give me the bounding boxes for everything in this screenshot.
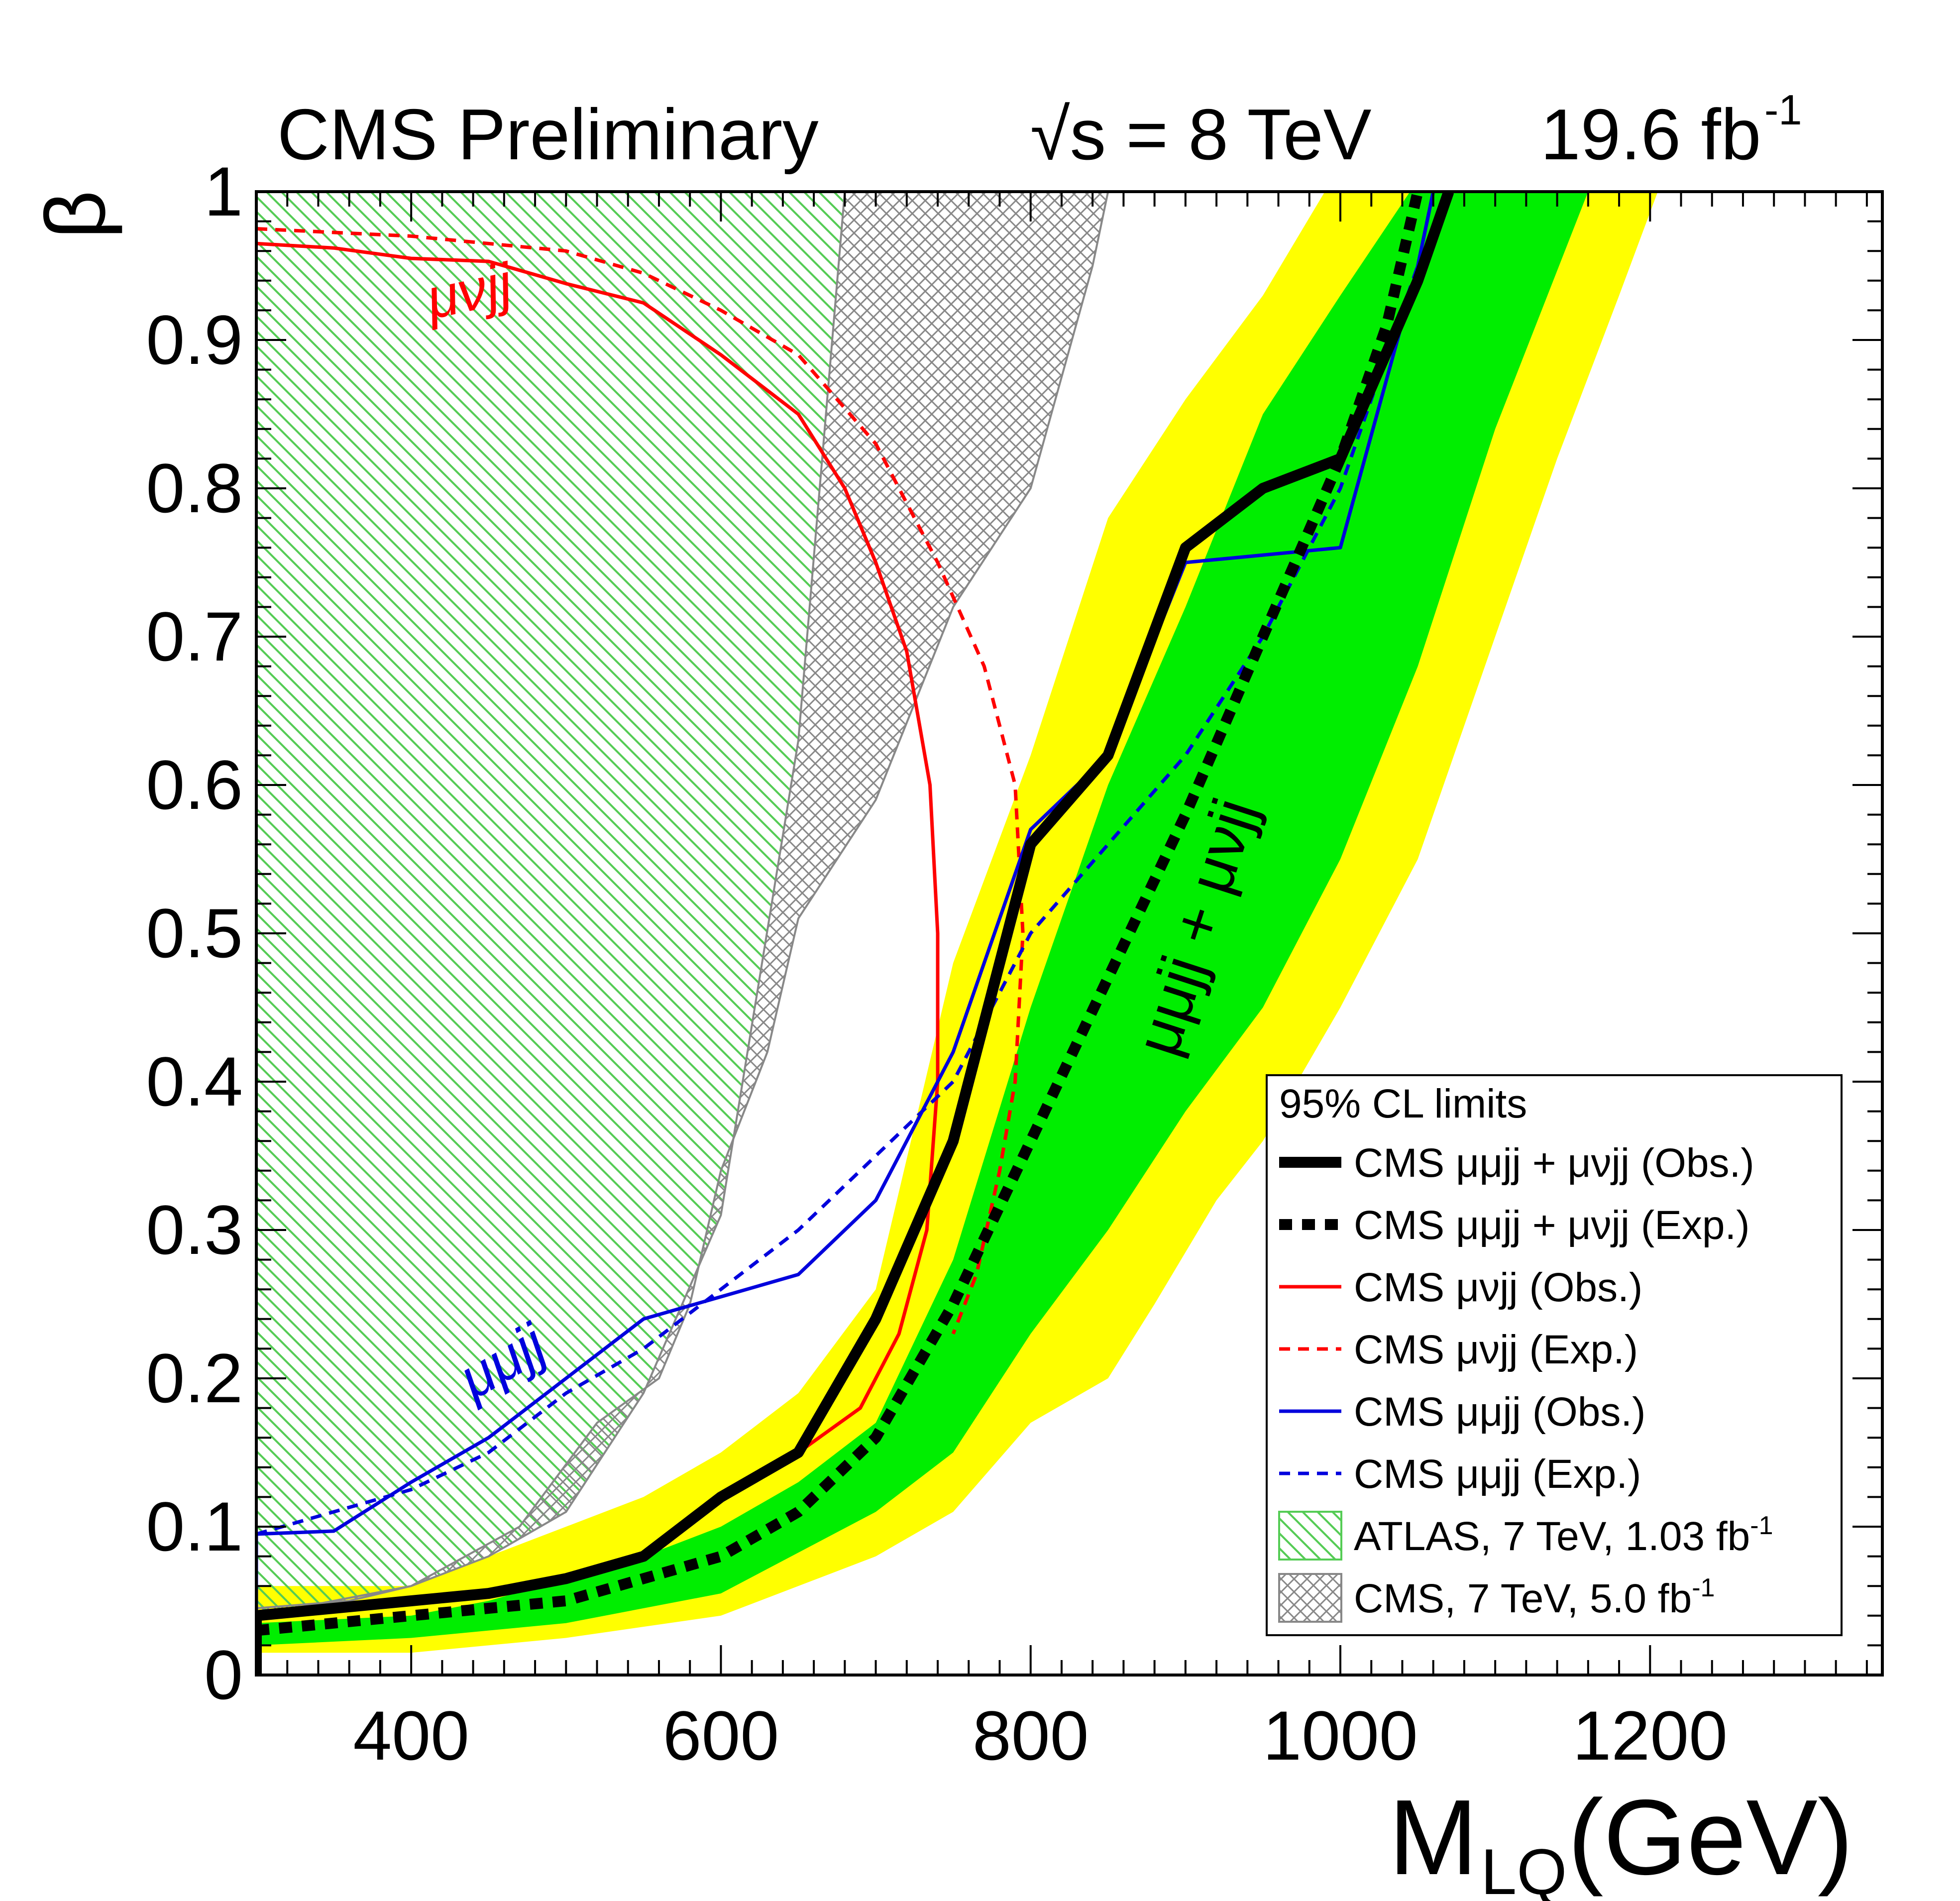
x-axis-title-subscript: LQ <box>1481 1835 1567 1901</box>
legend-label-1: CMS μμjj + μνjj (Exp.) <box>1354 1203 1750 1248</box>
x-axis-title-unit: (GeV) <box>1568 1777 1853 1897</box>
legend-label-4: CMS μμjj (Obs.) <box>1354 1389 1646 1435</box>
x-tick-label: 1200 <box>1573 1696 1728 1775</box>
cms7-excluded-region <box>256 192 1109 1617</box>
series-line-3 <box>256 227 1025 1335</box>
legend-entries: CMS μμjj + μνjj (Obs.) CMS μμjj + μνjj (E… <box>1278 1140 1773 1623</box>
legend-label-2: CMS μνjj (Obs.) <box>1354 1265 1642 1310</box>
y-tick-label: 0.4 <box>146 1042 243 1120</box>
legend-title: 95% CL limits <box>1279 1081 1527 1126</box>
series-line-2 <box>256 241 940 1454</box>
legend-box <box>1266 1074 1843 1636</box>
lumi-exponent: -1 <box>1764 87 1802 134</box>
legend-label-exponent: -1 <box>1750 1511 1773 1540</box>
y-tick-label: 0.5 <box>146 894 243 972</box>
legend-swatch-6 <box>1278 1511 1342 1561</box>
x-tick-label: 800 <box>973 1696 1089 1775</box>
x-tick-label: 1000 <box>1263 1696 1417 1775</box>
series-line-1 <box>256 192 1423 1636</box>
y-tick-label: 0.3 <box>146 1191 243 1269</box>
y-tick-label: 0.6 <box>146 746 243 824</box>
legend-label-5: CMS μμjj (Exp.) <box>1354 1452 1641 1497</box>
energy-label: √s = 8 TeV <box>1030 94 1372 175</box>
experiment-label: CMS Preliminary <box>277 94 819 175</box>
x-axis-title: M <box>1389 1777 1478 1897</box>
x-tick-label: 600 <box>663 1696 779 1775</box>
lumi-label: 19.6 fb <box>1540 94 1761 175</box>
y-tick-label: 0.1 <box>146 1487 243 1566</box>
y-tick-label: 0 <box>204 1636 243 1714</box>
atlas-excluded-region <box>256 192 845 1616</box>
legend-label-6: ATLAS, 7 TeV, 1.03 fb-1 <box>1354 1511 1773 1559</box>
legend-label-0: CMS μμjj + μνjj (Obs.) <box>1354 1140 1754 1186</box>
y-tick-label: 0.2 <box>146 1339 243 1417</box>
y-tick-label: 0.9 <box>146 301 243 379</box>
legend-swatch-7 <box>1278 1573 1342 1623</box>
y-tick-label: 0.8 <box>146 449 243 527</box>
legend: 95% CL limits CMS μμjj + μνjj (Obs.)CMS … <box>1266 1074 1843 1636</box>
series-line-0 <box>256 192 1454 1675</box>
x-tick-label: 400 <box>353 1696 469 1775</box>
legend-label-7: CMS, 7 TeV, 5.0 fb-1 <box>1354 1573 1715 1621</box>
legend-label-exponent: -1 <box>1692 1573 1715 1602</box>
legend-label-3: CMS μνjj (Exp.) <box>1354 1327 1638 1372</box>
y-axis-title: β <box>28 190 123 239</box>
series-line-4 <box>256 192 1435 1631</box>
axis-ticks: 400 600 800 1000 1200 0 0.1 0.2 0.3 0.4 0.5 0.6 0.7 0… <box>146 152 1882 1775</box>
y-tick-label: 1 <box>204 152 243 230</box>
y-tick-label: 0.7 <box>146 597 243 675</box>
